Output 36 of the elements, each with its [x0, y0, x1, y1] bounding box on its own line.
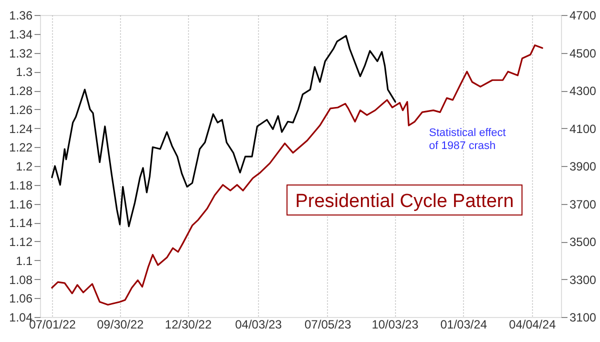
y-tick-label: 1.36 — [9, 8, 33, 22]
y2-tick-label: 3300 — [570, 272, 597, 287]
y-tick-label: 1.1 — [16, 254, 33, 268]
y2-tick-label: 3900 — [570, 160, 597, 174]
y2-tick-label: 4700 — [570, 8, 597, 22]
y-tick-label: 1.24 — [9, 122, 33, 136]
line-series — [51, 44, 544, 306]
y2-tick-label: 4300 — [570, 84, 597, 98]
y-tick-label: 1.26 — [9, 102, 33, 117]
x-tick-label: 09/30/22 — [97, 318, 144, 332]
series-label: Presidential Cycle Pattern — [295, 191, 514, 212]
y-tick-label: 1.32 — [9, 46, 33, 60]
y2-tick-label: 3500 — [570, 235, 597, 249]
annotation: Statistical effect of 1987 crash — [429, 127, 506, 152]
x-tick-label: 07/05/23 — [304, 318, 352, 332]
y-tick-label: 1.22 — [9, 140, 33, 155]
x-tick-label: 10/03/23 — [372, 318, 419, 332]
y2-tick-label: 4100 — [570, 122, 597, 136]
y-tick-label: 1.28 — [9, 84, 33, 98]
x-tick-label: 01/03/24 — [440, 318, 488, 332]
y-tick-label: 1.2 — [16, 160, 33, 174]
x-tick-label: 04/04/24 — [509, 318, 556, 332]
y-tick-label: 1.06 — [9, 292, 33, 306]
y2-tick-label: 3100 — [570, 310, 597, 324]
y-tick-label: 1.3 — [16, 65, 33, 80]
line-series — [51, 34, 396, 228]
y-tick-label: 1.14 — [9, 216, 33, 230]
y-tick-label: 1.08 — [9, 272, 33, 287]
y-tick-label: 1.34 — [9, 27, 33, 42]
y2-tick-label: 3700 — [570, 197, 597, 212]
x-tick-label: 12/30/22 — [164, 318, 212, 332]
y-tick-label: 1.12 — [9, 235, 33, 249]
y-tick-label: 1.18 — [9, 178, 33, 192]
y2-tick-label: 4500 — [570, 46, 597, 60]
y-tick-label: 1.16 — [9, 197, 33, 212]
x-tick-label: 04/03/23 — [235, 318, 282, 332]
